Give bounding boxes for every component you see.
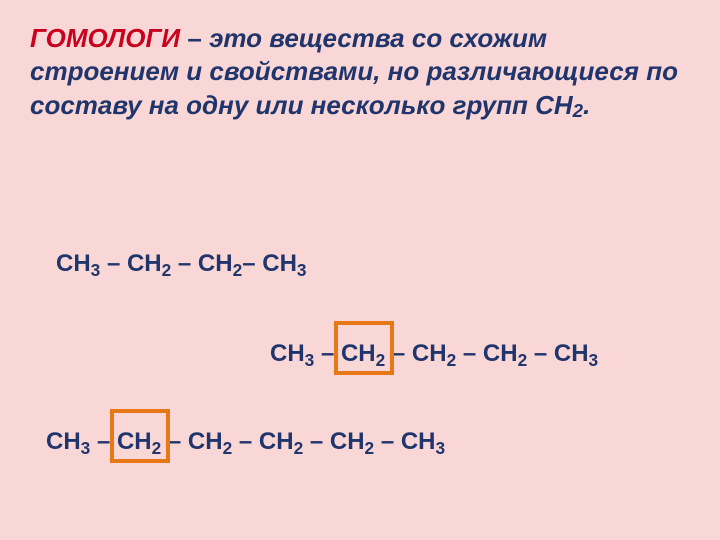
formula-3: CH3 – CH2 – CH2 – CH2 – CH2 – CH3 bbox=[46, 430, 445, 454]
formula-2: CH3 – CH2 – CH2 – CH2 – CH3 bbox=[270, 342, 598, 366]
formula-1: CH3 – CH2 – CH2– CH3 bbox=[56, 252, 307, 276]
definition-dash: – bbox=[187, 23, 201, 53]
highlight-box-formula-2 bbox=[334, 321, 394, 375]
slide: ГОМОЛОГИ – это вещества со схожим строен… bbox=[0, 0, 720, 540]
highlight-box-formula-3 bbox=[110, 409, 170, 463]
definition-term: ГОМОЛОГИ bbox=[30, 23, 180, 53]
definition-paragraph: ГОМОЛОГИ – это вещества со схожим строен… bbox=[30, 22, 690, 122]
